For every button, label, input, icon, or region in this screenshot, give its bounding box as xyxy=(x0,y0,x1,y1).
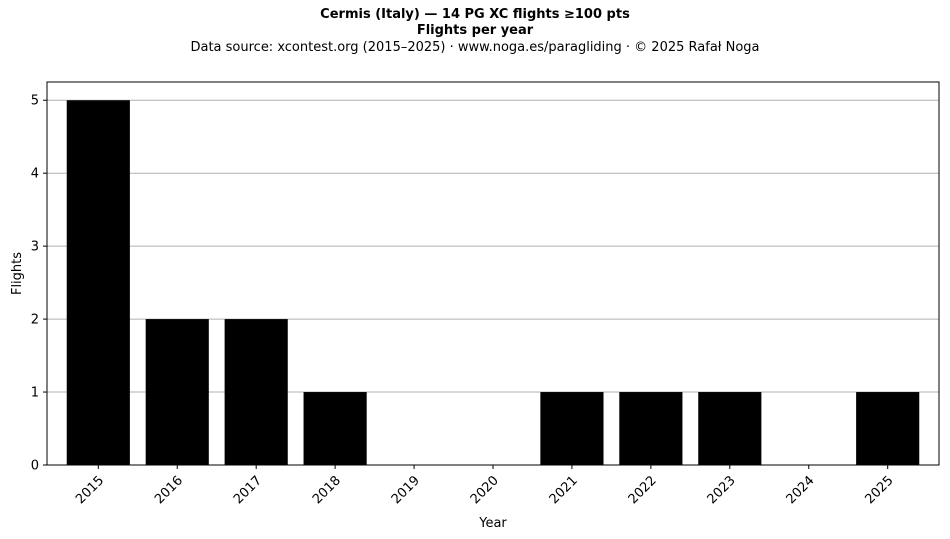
y-tick-label: 4 xyxy=(31,167,39,182)
x-tick-label: 2015 xyxy=(73,473,107,507)
chart-titles: Cermis (Italy) — 14 PG XC flights ≥100 p… xyxy=(0,7,950,57)
x-tick-label: 2022 xyxy=(626,473,660,507)
bar-2015 xyxy=(66,100,130,465)
y-axis-ticks: 0 1 2 3 4 5 xyxy=(31,94,47,474)
bar-2016 xyxy=(145,319,209,465)
x-tick-label: 2020 xyxy=(468,473,502,507)
bars xyxy=(66,100,920,465)
y-tick-label: 1 xyxy=(31,386,39,401)
x-tick-label: 2018 xyxy=(310,473,344,507)
x-tick-label: 2025 xyxy=(863,473,897,507)
bar-2023 xyxy=(698,392,762,465)
chart-title: Cermis (Italy) — 14 PG XC flights ≥100 p… xyxy=(320,7,630,22)
x-tick-label: 2021 xyxy=(547,473,581,507)
chart-title-2: Flights per year xyxy=(416,23,534,38)
y-tick-label: 2 xyxy=(31,313,39,328)
bar-2021 xyxy=(540,392,604,465)
bar-2025 xyxy=(856,392,920,465)
chart-subtitle: Data source: xcontest.org (2015–2025) · … xyxy=(190,40,760,55)
x-axis-ticks: 2015 2016 2017 2018 2019 2020 2021 2022 2023 2024… xyxy=(73,465,897,507)
y-tick-label: 0 xyxy=(31,459,39,474)
y-tick-label: 3 xyxy=(31,240,39,255)
bar-2022 xyxy=(619,392,683,465)
x-tick-label: 2016 xyxy=(152,473,186,507)
y-tick-label: 5 xyxy=(31,94,39,109)
y-axis-label: Flights xyxy=(10,252,25,295)
x-tick-label: 2017 xyxy=(231,473,265,507)
x-tick-label: 2019 xyxy=(389,473,423,507)
bar-2018 xyxy=(303,392,367,465)
x-tick-label: 2024 xyxy=(784,473,818,507)
x-tick-label: 2023 xyxy=(705,473,739,507)
x-axis-label: Year xyxy=(478,516,507,531)
bar-2017 xyxy=(224,319,288,465)
